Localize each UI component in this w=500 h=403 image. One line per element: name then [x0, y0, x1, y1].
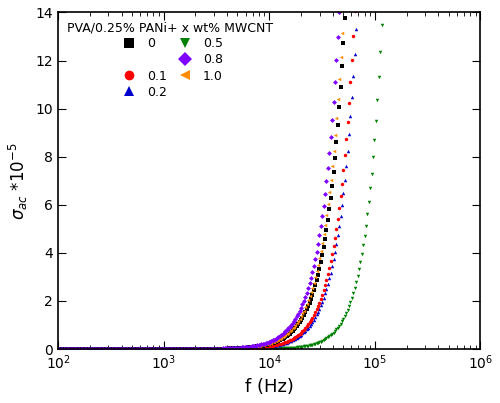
Line: 0.5: 0.5 — [56, 0, 482, 351]
X-axis label: f (Hz): f (Hz) — [245, 378, 294, 396]
0.2 — [55, 347, 61, 351]
1.0 — [55, 347, 61, 351]
Line: 0.8: 0.8 — [56, 0, 482, 351]
0.8 — [314, 249, 320, 254]
Line: 0.2: 0.2 — [56, 0, 482, 351]
0.1 — [55, 347, 61, 351]
0 — [306, 300, 312, 305]
0.5 — [306, 343, 312, 348]
Line: 0: 0 — [56, 0, 482, 351]
0.2 — [56, 347, 62, 351]
0.1 — [305, 322, 311, 327]
1.0 — [306, 294, 312, 299]
0.5 — [305, 343, 311, 348]
0.8 — [55, 347, 61, 351]
0.1 — [314, 307, 320, 312]
0.8 — [306, 280, 312, 285]
0 — [55, 347, 61, 351]
0.2 — [314, 312, 320, 317]
0.5 — [55, 347, 61, 351]
0.5 — [56, 347, 62, 351]
0.2 — [305, 325, 311, 330]
0 — [305, 304, 311, 309]
0.5 — [314, 341, 320, 346]
Y-axis label: $\sigma_{ac}$ *10$^{-5}$: $\sigma_{ac}$ *10$^{-5}$ — [7, 142, 30, 220]
1.0 — [305, 298, 311, 303]
0.1 — [306, 320, 312, 325]
0 — [314, 278, 320, 283]
0.8 — [305, 285, 311, 290]
1.0 — [314, 269, 320, 274]
0.8 — [56, 347, 62, 351]
Line: 1.0: 1.0 — [56, 0, 482, 351]
Legend: 0, , 0.1, 0.2, 0.5, 0.8, 1.0, : 0, , 0.1, 0.2, 0.5, 0.8, 1.0, — [63, 17, 276, 102]
0 — [56, 347, 62, 351]
0.1 — [56, 347, 62, 351]
0.2 — [306, 323, 312, 328]
1.0 — [56, 347, 62, 351]
Line: 0.1: 0.1 — [56, 0, 482, 351]
